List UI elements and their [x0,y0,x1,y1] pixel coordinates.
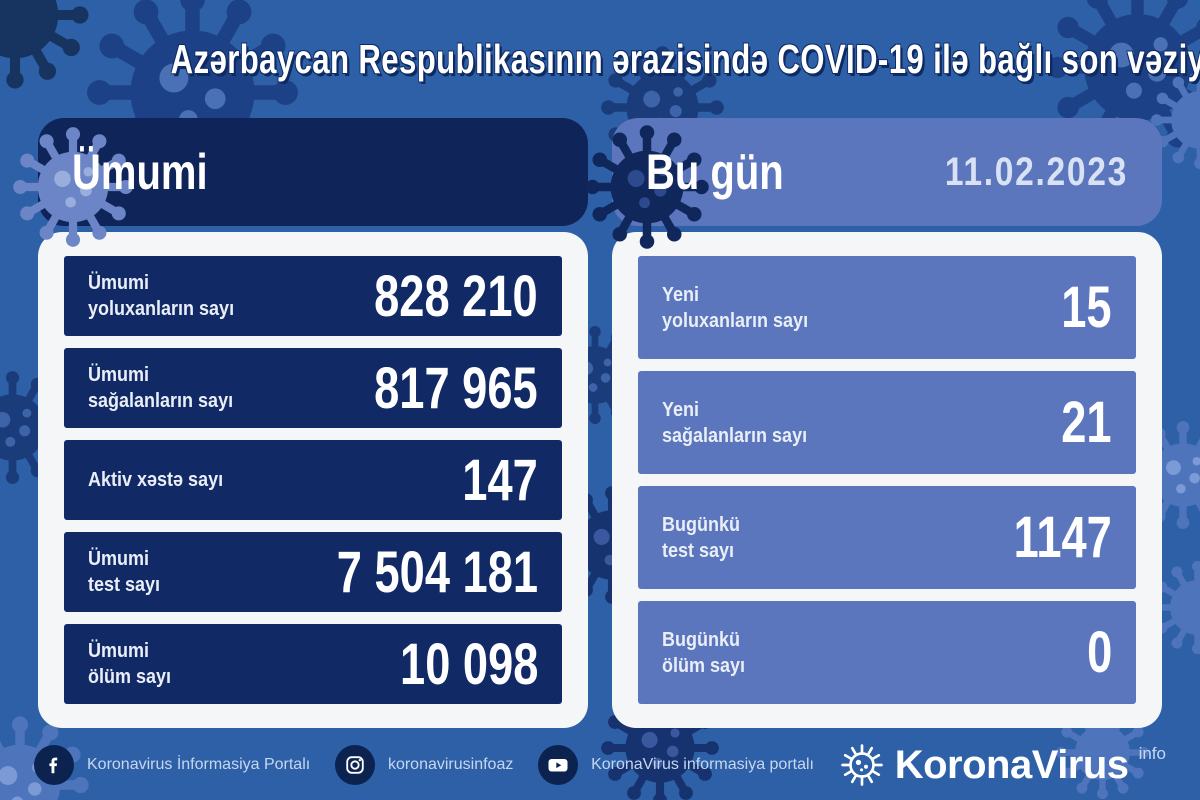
stat-label: Bugünkü test sayı [662,513,740,562]
brand-superscript: info [1138,744,1166,763]
koronavirus-logo-icon [840,744,883,786]
facebook-label[interactable]: Koronavirus İnformasiya Portalı [87,756,311,773]
stat-value: 7 504 181 [336,539,538,605]
stat-value: 147 [462,447,538,513]
footer: Koronavirus İnformasiya Portalı koronavi… [0,730,1200,800]
stat-row-total-recovered: Ümumi sağalanların sayı 817 965 [64,348,562,428]
brand-text: KoronaVirus [894,743,1129,787]
stat-label: Ümumi test sayı [88,548,161,596]
stat-row-new-recovered: Yeni sağalanların sayı 21 [638,371,1136,474]
stat-label: Yeni sağalanların sayı [662,398,808,447]
stat-value: 817 965 [374,355,538,421]
totals-section: Ümumi Ümumi yoluxanların sayı 828 210 Ümu… [38,118,588,728]
stat-label: Aktiv xəstə sayı [88,469,224,491]
stat-row-total-infected: Ümumi yoluxanların sayı 828 210 [64,256,562,336]
today-section: Bu gün 11.02.2023 Yeni yoluxanların sayı … [612,118,1162,728]
instagram-link[interactable]: koronavirusinfoaz [334,745,514,785]
today-panel: Yeni yoluxanların sayı 15 Yeni sağalanları… [612,232,1162,728]
stat-label: Ümumi sağalanların sayı [88,364,234,412]
stat-value: 10 098 [399,631,538,697]
stat-row-total-deaths: Ümumi ölüm sayı 10 098 [64,624,562,704]
youtube-link[interactable]: KoronaVirus informasiya portalı [538,745,814,785]
stat-value: 21 [1061,390,1112,455]
stat-row-total-tests: Ümumi test sayı 7 504 181 [64,532,562,612]
stat-value: 0 [1086,620,1112,685]
page-title: Azərbaycan Respublikasının ərazisində CO… [170,36,1200,82]
today-date: 11.02.2023 [944,149,1128,194]
facebook-icon[interactable] [34,745,74,785]
stat-label: Bugünkü ölüm sayı [662,628,746,677]
youtube-label[interactable]: KoronaVirus informasiya portalı [591,756,814,773]
stat-label: Ümumi yoluxanların sayı [88,272,235,320]
koronavirus-brand[interactable]: KoronaVirus info [839,742,1166,788]
facebook-link[interactable]: Koronavirus İnformasiya Portalı [34,745,310,785]
today-header-title: Bu gün [646,144,784,200]
stat-value: 828 210 [374,263,538,329]
youtube-icon[interactable] [538,745,579,785]
totals-header-card: Ümumi [38,118,588,226]
stat-row-today-tests: Bugünkü test sayı 1147 [638,486,1136,589]
stat-row-new-infected: Yeni yoluxanların sayı 15 [638,256,1136,359]
instagram-label[interactable]: koronavirusinfoaz [387,756,514,773]
stat-label: Yeni yoluxanların sayı [662,283,809,332]
stat-value: 15 [1061,275,1112,340]
totals-panel: Ümumi yoluxanların sayı 828 210 Ümumi sağa… [38,232,588,728]
totals-header-title: Ümumi [72,144,208,200]
stat-label: Ümumi ölüm sayı [88,640,172,688]
stat-row-today-deaths: Bugünkü ölüm sayı 0 [638,601,1136,704]
stat-value: 1147 [1013,505,1112,570]
instagram-icon[interactable] [334,745,375,785]
stat-row-active-cases: Aktiv xəstə sayı 147 [64,440,562,520]
today-header-card: Bu gün 11.02.2023 [612,118,1162,226]
